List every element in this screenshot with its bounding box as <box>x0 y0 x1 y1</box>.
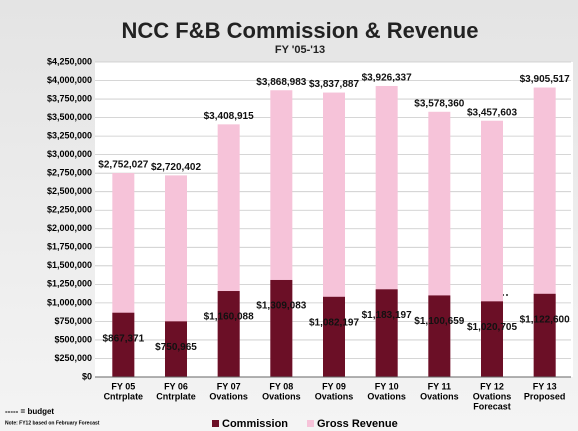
x-tick-label: FY 07 <box>217 381 241 391</box>
y-tick-label: $4,000,000 <box>47 75 92 85</box>
bar <box>323 296 345 377</box>
x-tick-label: Cntrplate <box>104 391 144 401</box>
x-tick-label: Ovations <box>262 391 301 401</box>
legend-label: Commission <box>222 418 288 430</box>
bar <box>270 279 293 377</box>
value-label: $1,100,659 <box>414 316 464 327</box>
y-tick-label: $500,000 <box>54 334 92 344</box>
bar <box>375 289 398 377</box>
x-tick-label: Ovations <box>420 391 459 401</box>
bar <box>112 312 135 377</box>
value-label: $2,752,027 <box>98 160 148 171</box>
bar <box>217 291 240 377</box>
bar <box>165 321 187 377</box>
value-label: $1,309,083 <box>256 301 306 312</box>
value-label: $3,837,887 <box>309 79 359 90</box>
value-label: $867,371 <box>102 333 144 344</box>
y-tick-label: $1,750,000 <box>47 242 92 252</box>
value-label: $2,720,402 <box>151 162 201 173</box>
y-tick-label: $1,250,000 <box>47 279 92 289</box>
y-tick-label: $250,000 <box>54 353 92 363</box>
x-tick-label: Ovations <box>473 391 512 401</box>
y-tick-label: $0 <box>82 371 92 381</box>
y-tick-label: $2,250,000 <box>47 205 92 215</box>
y-tick-label: $3,000,000 <box>47 149 92 159</box>
value-label: $3,926,337 <box>362 73 412 84</box>
x-tick-label: FY 09 <box>322 381 346 391</box>
bar <box>428 295 451 377</box>
x-tick-label: Ovations <box>315 391 354 401</box>
note: ----- = budget <box>5 407 54 416</box>
y-tick-label: $750,000 <box>54 316 92 326</box>
x-tick-label: Cntrplate <box>156 391 196 401</box>
x-tick-label: Forecast <box>473 401 511 411</box>
y-tick-label: $3,250,000 <box>47 130 92 140</box>
y-tick-label: $1,500,000 <box>47 260 92 270</box>
chart-subtitle: FY '05-'13 <box>275 44 325 56</box>
y-tick-label: $1,000,000 <box>47 297 92 307</box>
y-tick-label: $4,250,000 <box>47 56 92 66</box>
y-tick-label: $2,000,000 <box>47 223 92 233</box>
x-tick-label: Ovations <box>209 391 248 401</box>
x-tick-label: FY 05 <box>111 381 135 391</box>
value-label: $3,457,603 <box>467 107 517 118</box>
value-label: $1,183,197 <box>362 310 412 321</box>
x-tick-label: FY 11 <box>428 381 451 391</box>
bar <box>533 293 556 377</box>
value-label: $1,082,197 <box>309 317 359 328</box>
chart-title: NCC F&B Commission & Revenue <box>122 18 479 43</box>
bar <box>481 301 503 377</box>
value-label: $1,020,705 <box>467 322 517 333</box>
value-label: $1,122,600 <box>520 314 570 325</box>
legend-label: Gross Revenue <box>317 418 398 430</box>
value-label: $3,905,517 <box>520 74 570 85</box>
x-tick-label: FY 12 <box>480 381 504 391</box>
y-tick-label: $3,500,000 <box>47 112 92 122</box>
x-tick-label: FY 13 <box>533 381 557 391</box>
x-tick-label: Proposed <box>524 391 566 401</box>
x-tick-label: FY 10 <box>375 381 399 391</box>
value-label: $3,408,915 <box>204 111 254 122</box>
x-tick-label: Ovations <box>367 391 406 401</box>
x-tick-label: FY 08 <box>269 381 293 391</box>
y-tick-label: $2,750,000 <box>47 168 92 178</box>
y-tick-label: $2,500,000 <box>47 186 92 196</box>
legend-swatch <box>212 420 219 427</box>
value-label: $1,160,088 <box>204 312 254 323</box>
value-label: $3,578,360 <box>414 98 464 109</box>
x-tick-label: FY 06 <box>164 381 188 391</box>
value-label: $750,965 <box>155 342 197 353</box>
value-label: $3,868,983 <box>256 77 306 88</box>
note: Note: FY12 based on February Forecast <box>5 420 100 426</box>
y-tick-label: $3,750,000 <box>47 93 92 103</box>
legend-swatch <box>307 420 314 427</box>
